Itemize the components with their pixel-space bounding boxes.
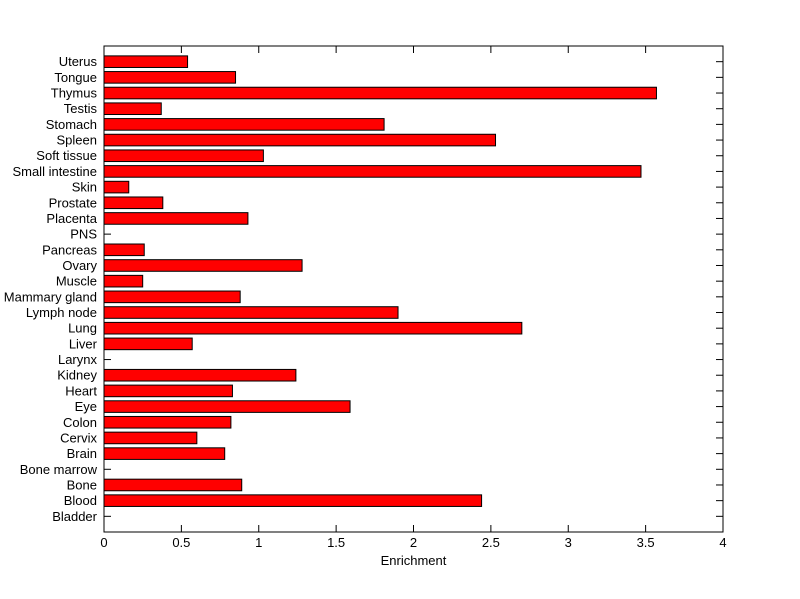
x-tick-label: 1 [255, 535, 262, 550]
x-axis-label: Enrichment [381, 553, 447, 568]
bar-mammary-gland [103, 290, 241, 304]
x-tick-label: 3.5 [637, 535, 655, 550]
y-tick-label-kidney: Kidney [57, 368, 97, 383]
y-tick-label-cervix: Cervix [60, 430, 97, 445]
y-tick-label-pancreas: Pancreas [42, 242, 97, 257]
y-tick-label-muscle: Muscle [56, 274, 97, 289]
bar-heart [103, 384, 233, 398]
bar-liver [103, 337, 193, 351]
bar-lung [103, 321, 523, 335]
bar-stomach [103, 118, 385, 131]
y-tick-label-brain: Brain [67, 446, 97, 461]
y-tick-label-blood: Blood [64, 493, 97, 508]
y-tick-label-mammary-gland: Mammary gland [4, 289, 97, 304]
y-tick-label-ovary: Ovary [62, 258, 97, 273]
y-tick-label-placenta: Placenta [46, 211, 97, 226]
y-tick-label-colon: Colon [63, 415, 97, 430]
y-tick-label-lymph-node: Lymph node [26, 305, 97, 320]
y-tick-label-soft-tissue: Soft tissue [36, 148, 97, 163]
y-tick-label-lung: Lung [68, 321, 97, 336]
x-tick-label: 3 [565, 535, 572, 550]
bar-lymph-node [103, 306, 399, 319]
bar-kidney [103, 368, 297, 382]
y-tick-label-prostate: Prostate [49, 195, 97, 210]
bar-placenta [103, 212, 249, 225]
x-tick-label: 0.5 [172, 535, 190, 550]
bar-skin [103, 180, 130, 194]
y-tick-label-thymus: Thymus [51, 86, 98, 101]
x-tick-label: 2 [410, 535, 417, 550]
y-tick-label-tongue: Tongue [54, 70, 97, 85]
x-tick-label: 4 [719, 535, 726, 550]
y-tick-label-testis: Testis [64, 101, 98, 116]
bar-spleen [103, 133, 497, 147]
bar-eye [103, 400, 351, 413]
y-tick-label-eye: Eye [75, 399, 97, 414]
bar-tongue [103, 71, 237, 84]
bar-small-intestine [103, 165, 642, 178]
bar-bone [103, 478, 243, 492]
y-tick-label-small-intestine: Small intestine [12, 164, 97, 179]
bar-muscle [103, 274, 144, 288]
bar-thymus [103, 86, 657, 100]
y-tick-label-heart: Heart [65, 383, 97, 398]
y-tick-label-skin: Skin [72, 180, 97, 195]
x-tick-label: 1.5 [327, 535, 345, 550]
bar-ovary [103, 259, 303, 272]
y-tick-label-pns: PNS [70, 227, 97, 242]
bar-prostate [103, 196, 164, 210]
y-tick-label-stomach: Stomach [46, 117, 97, 132]
y-tick-label-liver: Liver [69, 336, 98, 351]
x-tick-label: 2.5 [482, 535, 500, 550]
y-tick-label-bone-marrow: Bone marrow [20, 462, 98, 477]
bar-uterus [103, 55, 189, 68]
bar-pancreas [103, 243, 145, 257]
y-tick-label-uterus: Uterus [59, 54, 98, 69]
bar-blood [103, 494, 483, 507]
bar-cervix [103, 431, 198, 445]
y-tick-label-spleen: Spleen [57, 133, 97, 148]
bar-testis [103, 102, 162, 116]
y-tick-label-larynx: Larynx [58, 352, 98, 367]
bar-brain [103, 447, 226, 460]
y-tick-label-bladder: Bladder [52, 509, 97, 524]
y-tick-label-bone: Bone [67, 477, 97, 492]
bar-soft-tissue [103, 149, 264, 163]
bar-colon [103, 415, 232, 429]
x-tick-label: 0 [100, 535, 107, 550]
